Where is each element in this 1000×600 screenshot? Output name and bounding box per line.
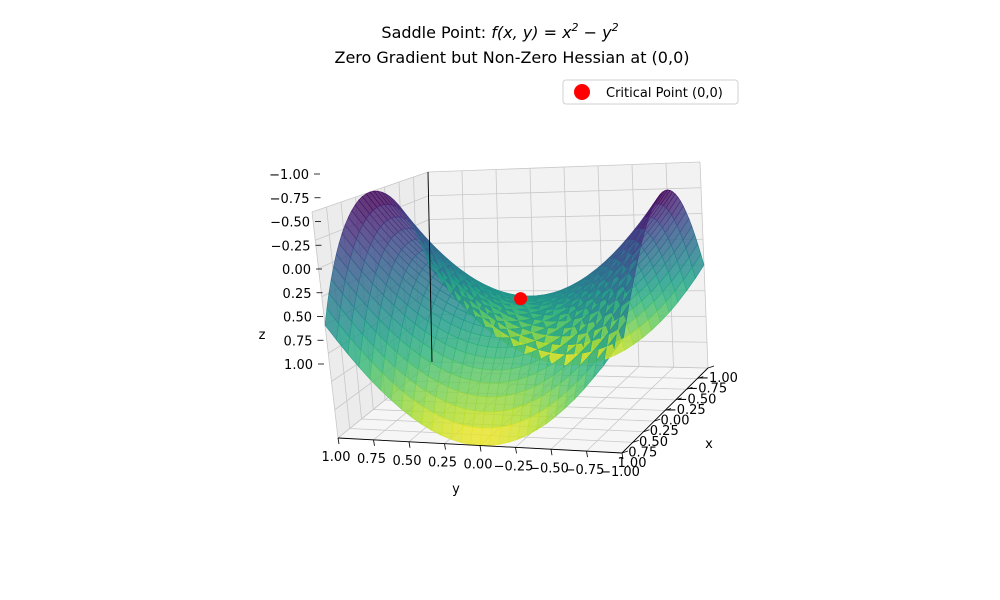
x-tick-label: 0.00 (661, 414, 690, 429)
y-tick-label: 0.75 (357, 452, 386, 467)
z-tick-label: 0.25 (283, 287, 312, 302)
y-tick-mark (515, 447, 517, 454)
title-exponent-y: 2 (612, 21, 619, 34)
x-tick-mark (675, 397, 682, 401)
title-prefix: Saddle Point: (381, 23, 491, 42)
y-tick-mark (586, 451, 588, 458)
grid-line (550, 366, 640, 450)
y-tick-mark (550, 449, 553, 456)
x-tick-label: 0.50 (639, 435, 668, 450)
y-tick-mark (337, 437, 340, 445)
grid-line (586, 366, 674, 452)
z-tick-label: 0.75 (284, 334, 313, 349)
y-tick-label: −0.75 (565, 463, 605, 478)
x-tick-mark (654, 418, 661, 422)
title-exponent-x: 2 (572, 21, 579, 34)
y-tick-label: 0.00 (464, 458, 493, 473)
y-tick-label: 1.00 (322, 450, 351, 465)
x-tick-label: −0.50 (677, 392, 717, 407)
y-tick-label: −1.00 (600, 465, 640, 480)
y-axis-label: y (452, 482, 460, 497)
surface-patch (481, 411, 495, 429)
y-tick-mark (373, 439, 375, 446)
x-tick-label: 0.75 (628, 445, 657, 460)
y-tick-mark (479, 445, 482, 452)
z-tick-label: −0.75 (270, 192, 310, 207)
x-tick-label: −1.00 (698, 371, 738, 386)
critical-point-marker (514, 292, 528, 306)
surface-patch (484, 396, 497, 413)
axes-ticks: −1.00−0.75−0.50−0.250.000.250.500.751.00… (269, 168, 738, 480)
y-tick-label: 0.25 (428, 456, 457, 471)
z-tick-label: 0.50 (283, 311, 312, 326)
y-tick-label: −0.50 (529, 461, 569, 476)
x-tick-mark (697, 376, 704, 380)
legend-label: Critical Point (0,0) (606, 86, 723, 101)
x-tick-label: −0.25 (666, 403, 706, 418)
saddle-surface (324, 189, 705, 446)
chart-title: Saddle Point: f(x, y) = x2 − y2 (381, 21, 618, 42)
y-tick-mark (621, 452, 624, 460)
x-tick-mark (664, 408, 672, 411)
x-tick-mark (686, 386, 693, 390)
y-tick-mark (408, 441, 411, 448)
x-tick-mark (643, 429, 650, 433)
chart-subtitle: Zero Gradient but Non-Zero Hessian at (0… (335, 48, 690, 67)
legend-marker (574, 84, 590, 100)
legend: Critical Point (0,0) (562, 79, 739, 105)
z-tick-label: −1.00 (269, 168, 309, 183)
z-tick-label: −0.50 (270, 216, 310, 231)
surface-patch (479, 427, 493, 446)
x-tick-mark (621, 450, 629, 454)
z-tick-label: 0.00 (282, 263, 311, 278)
z-axis-line (427, 171, 433, 363)
x-tick-label: 0.25 (650, 424, 679, 439)
z-tick-label: 1.00 (284, 358, 313, 373)
x-tick-mark (707, 365, 715, 369)
x-tick-mark (632, 439, 639, 443)
title-middle: − y (579, 23, 613, 42)
legend-box (562, 79, 739, 105)
x-tick-label: −0.75 (687, 382, 727, 397)
y-tick-label: −0.25 (494, 459, 534, 474)
y-tick-mark (444, 443, 446, 450)
title-function: f(x, y) = x (491, 23, 572, 42)
y-tick-label: 0.50 (393, 454, 422, 469)
z-tick-label: −0.25 (271, 239, 311, 254)
z-axis-label: z (259, 328, 266, 343)
x-tick-label: 1.00 (618, 456, 647, 471)
x-axis-label: x (705, 437, 713, 452)
